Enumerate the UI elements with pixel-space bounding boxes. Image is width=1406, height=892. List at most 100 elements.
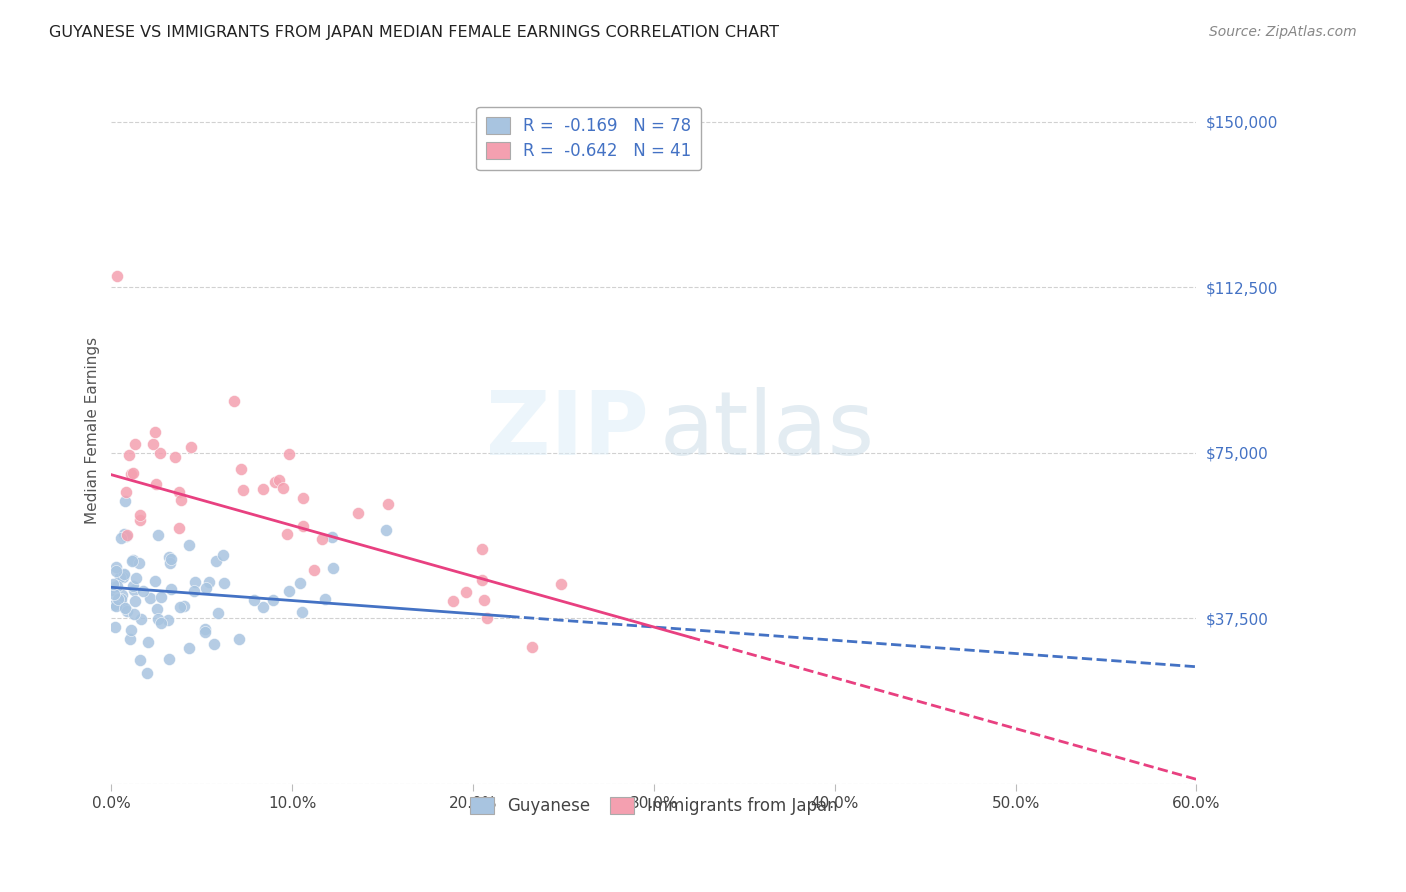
Point — [184, 574, 207, 589]
Point — [136, 666, 159, 681]
Point — [124, 583, 146, 598]
Point — [120, 623, 142, 637]
Text: atlas: atlas — [659, 387, 875, 474]
Point — [112, 527, 135, 541]
Point — [150, 590, 173, 604]
Point — [111, 588, 134, 602]
Point — [114, 529, 136, 543]
Point — [120, 632, 142, 646]
Point — [267, 473, 290, 487]
Point — [122, 466, 145, 480]
Point — [157, 652, 180, 666]
Point — [124, 607, 146, 621]
Point — [169, 600, 191, 615]
Point — [129, 652, 152, 666]
Point — [173, 599, 195, 614]
Point — [197, 574, 219, 589]
Point — [322, 561, 344, 575]
Point — [276, 526, 298, 541]
Point — [105, 564, 128, 578]
Point — [321, 530, 343, 544]
Point — [311, 532, 333, 546]
Point — [263, 475, 285, 489]
Point — [125, 572, 148, 586]
Point — [157, 550, 180, 565]
Point — [177, 640, 200, 655]
Point — [136, 634, 159, 648]
Point — [105, 269, 128, 284]
Point — [146, 602, 169, 616]
Point — [108, 570, 131, 584]
Point — [159, 556, 181, 570]
Point — [146, 612, 169, 626]
Point — [169, 521, 191, 535]
Point — [291, 491, 314, 505]
Point — [114, 601, 136, 615]
Point — [470, 542, 492, 557]
Point — [129, 612, 152, 626]
Point — [194, 581, 217, 595]
Point — [271, 481, 294, 495]
Point — [277, 447, 299, 461]
Point — [179, 538, 201, 552]
Point — [107, 592, 129, 607]
Point — [252, 599, 274, 614]
Point — [114, 494, 136, 508]
Point — [232, 483, 254, 498]
Point — [167, 485, 190, 500]
Point — [118, 448, 141, 462]
Point — [129, 512, 152, 526]
Point — [142, 437, 165, 451]
Point — [160, 582, 183, 596]
Point — [456, 585, 478, 599]
Point — [170, 492, 193, 507]
Point — [122, 553, 145, 567]
Point — [475, 611, 498, 625]
Point — [262, 593, 284, 607]
Point — [157, 613, 180, 627]
Point — [120, 467, 142, 482]
Point — [252, 482, 274, 496]
Point — [131, 583, 153, 598]
Point — [550, 577, 572, 591]
Point — [139, 591, 162, 605]
Text: GUYANESE VS IMMIGRANTS FROM JAPAN MEDIAN FEMALE EARNINGS CORRELATION CHART: GUYANESE VS IMMIGRANTS FROM JAPAN MEDIAN… — [49, 25, 779, 40]
Point — [278, 584, 301, 599]
Point — [214, 575, 236, 590]
Point — [202, 637, 225, 651]
Point — [149, 615, 172, 630]
Point — [471, 573, 494, 587]
Point — [229, 462, 252, 476]
Point — [165, 450, 187, 464]
Point — [104, 620, 127, 634]
Point — [122, 579, 145, 593]
Point — [115, 604, 138, 618]
Point — [124, 437, 146, 451]
Point — [292, 519, 315, 533]
Point — [212, 548, 235, 562]
Point — [111, 598, 134, 612]
Point — [207, 606, 229, 620]
Point — [205, 554, 228, 568]
Point — [243, 593, 266, 607]
Y-axis label: Median Female Earnings: Median Female Earnings — [86, 337, 100, 524]
Point — [180, 440, 202, 454]
Point — [143, 574, 166, 589]
Point — [104, 599, 127, 614]
Point — [103, 582, 125, 597]
Point — [121, 554, 143, 568]
Point — [522, 640, 544, 655]
Point — [128, 556, 150, 570]
Point — [377, 497, 399, 511]
Point — [117, 528, 139, 542]
Point — [105, 579, 128, 593]
Point — [114, 485, 136, 500]
Point — [112, 568, 135, 582]
Point — [103, 580, 125, 594]
Point — [103, 577, 125, 591]
Point — [194, 624, 217, 639]
Point — [194, 622, 217, 636]
Point — [110, 591, 132, 606]
Legend: Guyanese, Immigrants from Japan: Guyanese, Immigrants from Japan — [460, 787, 848, 825]
Text: ZIP: ZIP — [485, 387, 648, 474]
